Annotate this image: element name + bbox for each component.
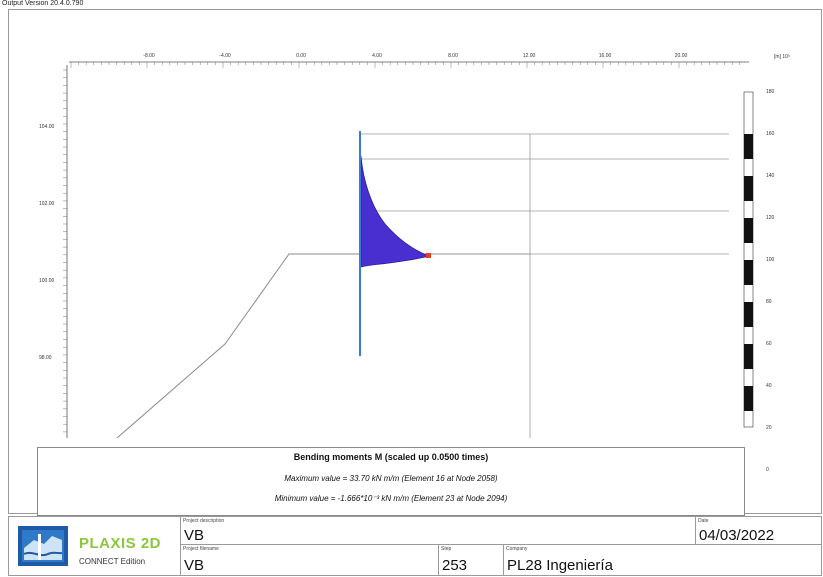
step-value: 253 <box>442 557 468 574</box>
plaxis-logo-icon <box>18 526 68 566</box>
project-filename-value: VB <box>184 557 205 574</box>
bending-moment-diagram <box>360 155 431 268</box>
step-field: Step 253 <box>438 544 505 576</box>
x-axis-tick-label: 12.00 <box>522 53 536 59</box>
date-field: Date 04/03/2022 <box>695 516 822 546</box>
plaxis-logo: PLAXIS 2D CONNECT Edition <box>8 516 182 576</box>
scale-bar-label: 0 <box>766 467 769 473</box>
project-description-value: VB <box>184 527 205 544</box>
date-label: Date <box>698 518 709 524</box>
date-value: 04/03/2022 <box>699 527 775 544</box>
scale-bar-label: 80 <box>766 299 772 305</box>
output-viewport[interactable]: -8.00 -4.00 0.00 4.00 8.00 12.00 16.00 20.00 10… <box>8 9 822 516</box>
x-axis-tick-label: 8.00 <box>448 53 458 59</box>
x-axis-unit: [m] 10³ <box>774 54 790 60</box>
x-axis-tick-label: 20.00 <box>674 53 688 59</box>
scale-bar-label: 60 <box>766 341 772 347</box>
company-value: PL28 Ingeniería <box>507 557 613 574</box>
window-title: Output Version 20.4.0.790 <box>2 0 84 7</box>
y-axis-tick-label: 100.00 <box>39 278 55 284</box>
logo-subtitle: CONNECT Edition <box>79 557 146 566</box>
model-plot[interactable] <box>9 10 821 440</box>
y-axis-tick-label: 98.00 <box>39 355 52 361</box>
x-axis-tick-label: -8.00 <box>143 53 155 59</box>
project-description-field: Project description VB <box>180 516 697 546</box>
legend-max-value: Maximum value = 33.70 kN m/m (Element 16… <box>284 474 498 483</box>
scale-bar-label: 100 <box>766 257 775 263</box>
max-value-marker <box>426 253 431 258</box>
y-ruler-ticks <box>63 69 67 433</box>
project-description-label: Project description <box>183 518 225 524</box>
slope-boundary-line <box>116 253 531 439</box>
x-axis-tick-label: -4.00 <box>219 53 231 59</box>
company-label: Company <box>506 546 528 552</box>
scale-bar-label: 140 <box>766 173 775 179</box>
step-label: Step <box>441 546 452 552</box>
x-axis-tick-label: 4.00 <box>372 53 382 59</box>
result-legend: Bending moments M (scaled up 0.0500 time… <box>37 447 745 516</box>
scale-bar-label: 40 <box>766 383 772 389</box>
x-axis-tick-label: 16.00 <box>598 53 612 59</box>
title-block: PLAXIS 2D CONNECT Edition Project descri… <box>8 516 822 576</box>
scale-bar-label: 120 <box>766 215 775 221</box>
project-filename-label: Project filename <box>183 546 219 552</box>
legend-min-value: Minimum value = -1.666*10⁻³ kN m/m (Elem… <box>274 494 508 503</box>
project-filename-field: Project filename VB <box>180 544 440 576</box>
x-axis-tick-label: 0.00 <box>296 53 306 59</box>
y-axis-tick-label: 104.00 <box>39 124 55 130</box>
company-field: Company PL28 Ingeniería <box>503 544 822 576</box>
scale-bar-label: 160 <box>766 131 775 137</box>
scale-bar-label: 20 <box>766 425 772 431</box>
x-ruler-ticks <box>70 62 741 68</box>
scale-bar-label: 180 <box>766 89 775 95</box>
legend-title: Bending moments M (scaled up 0.0500 time… <box>293 452 489 462</box>
y-axis-tick-label: 102.00 <box>39 201 55 207</box>
scale-bar <box>743 91 754 428</box>
logo-text: PLAXIS 2D <box>79 535 162 552</box>
